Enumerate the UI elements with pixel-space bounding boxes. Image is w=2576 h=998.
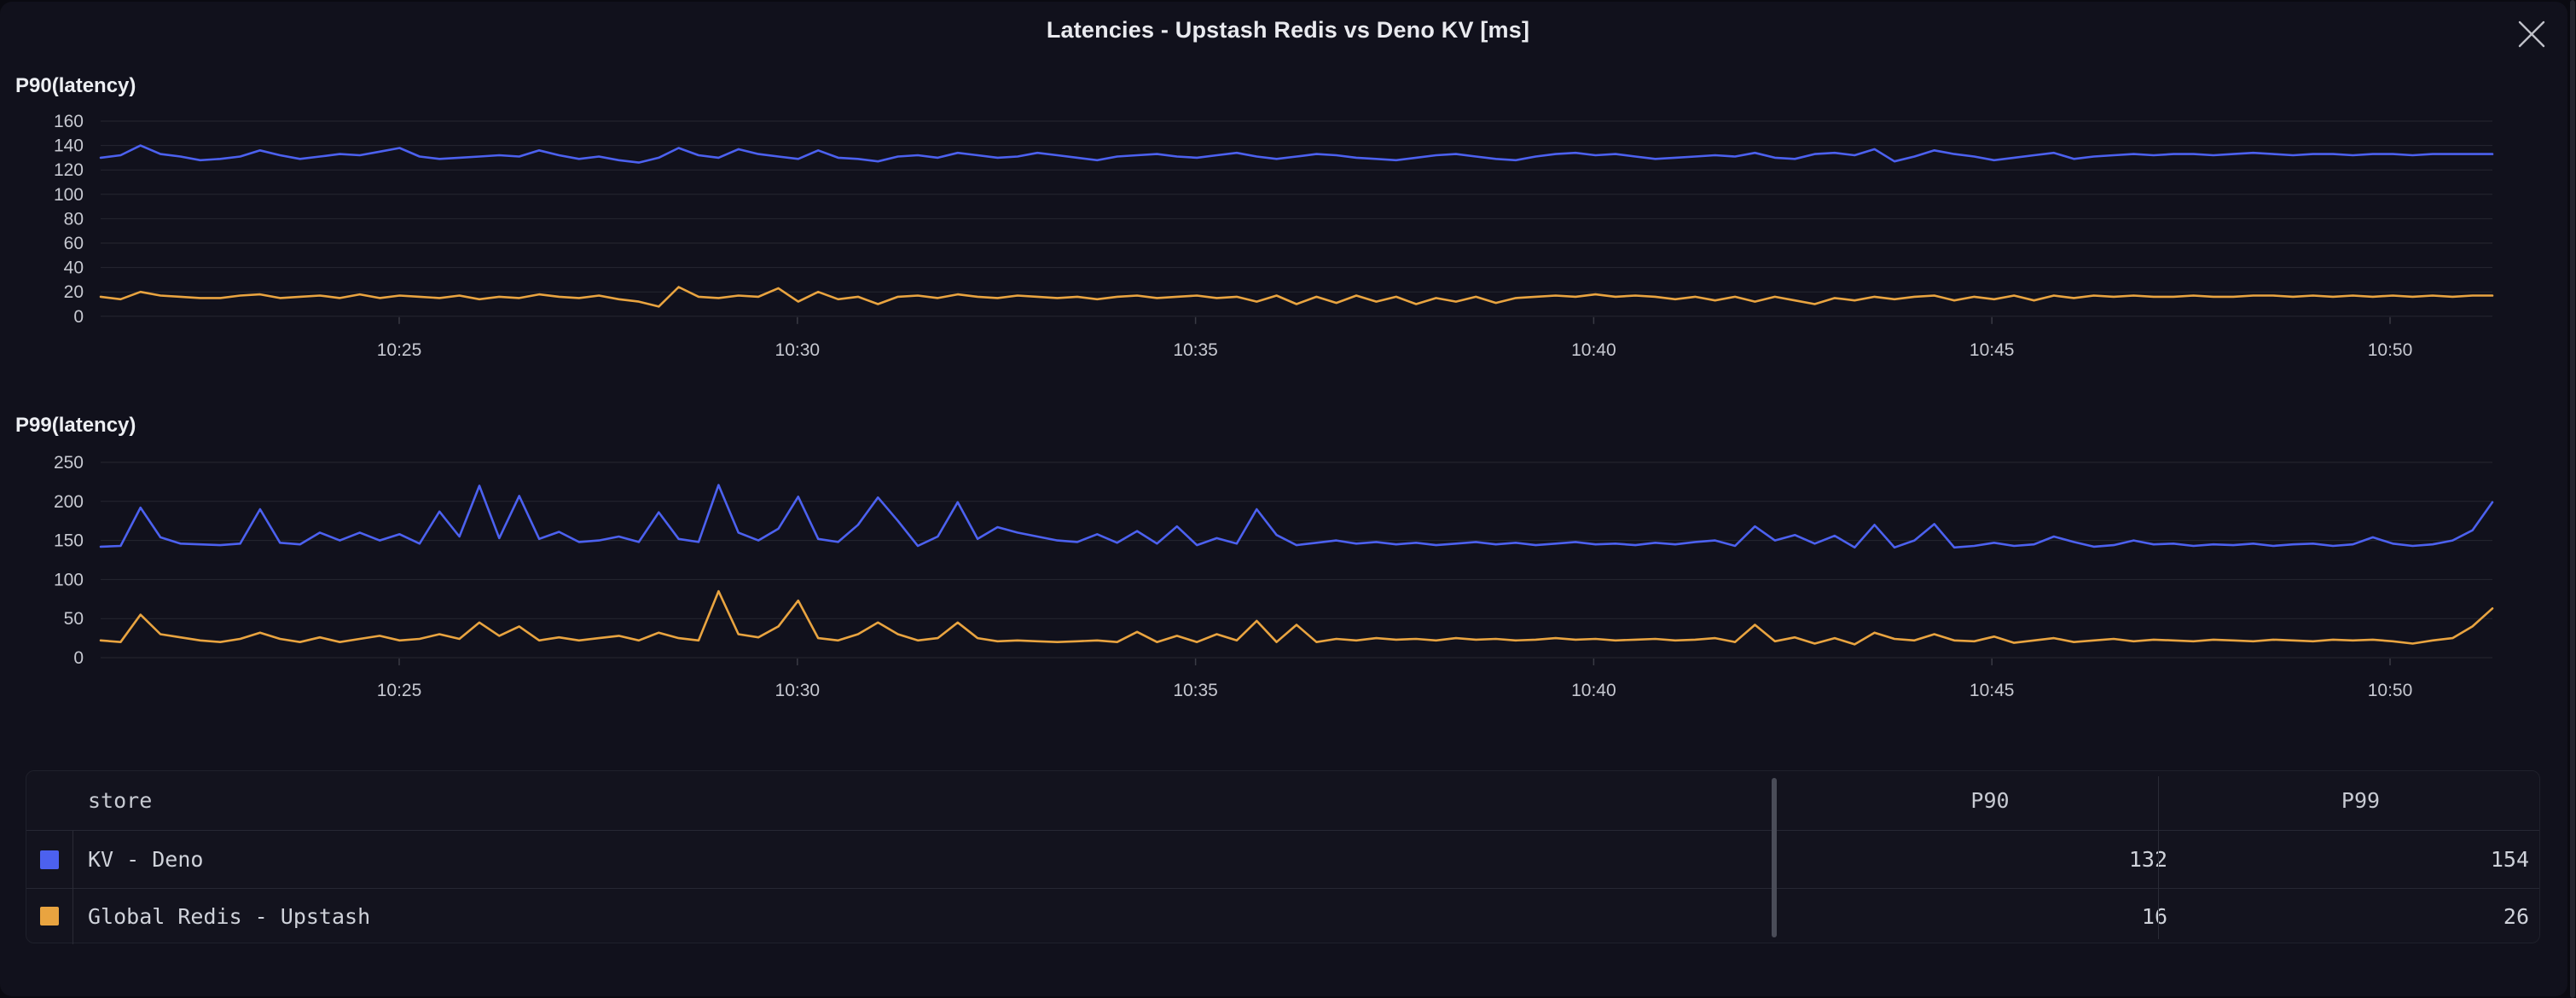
p99-value-cell: 154 bbox=[2490, 847, 2529, 872]
column-resize-handle[interactable] bbox=[1772, 778, 1777, 937]
p90-value-cell: 16 bbox=[2141, 903, 2167, 929]
close-button[interactable] bbox=[2511, 14, 2552, 55]
p90-p99-column-divider bbox=[2158, 776, 2159, 939]
scrollbar-track[interactable] bbox=[2570, 0, 2575, 998]
column-header-store: store bbox=[88, 788, 153, 813]
swatch-header-spacer bbox=[26, 771, 73, 830]
store-cell: KV - Deno bbox=[88, 847, 204, 872]
x-close-icon bbox=[2518, 20, 2545, 48]
series-swatch-cell bbox=[26, 831, 73, 888]
store-cell: Global Redis - Upstash bbox=[88, 903, 371, 929]
p90-value-cell: 132 bbox=[2128, 847, 2167, 872]
p99-value-cell: 26 bbox=[2503, 903, 2529, 929]
table-header-row: store P90 P99 bbox=[26, 771, 2539, 831]
upstash-swatch bbox=[40, 907, 59, 925]
p90-chart-title: P90(latency) bbox=[15, 74, 136, 97]
stats-table: store P90 P99 KV - Deno 132 154 Global R… bbox=[26, 770, 2540, 944]
table-row[interactable]: KV - Deno 132 154 bbox=[26, 831, 2539, 889]
column-header-p99: P99 bbox=[2341, 788, 2381, 813]
p99-chart-title: P99(latency) bbox=[15, 414, 136, 437]
kv-deno-swatch bbox=[40, 850, 59, 869]
table-row[interactable]: Global Redis - Upstash 16 26 bbox=[26, 889, 2539, 943]
series-swatch-cell bbox=[26, 889, 73, 943]
column-header-p90: P90 bbox=[1970, 788, 2010, 813]
page-title: Latencies - Upstash Redis vs Deno KV [ms… bbox=[1046, 17, 1530, 43]
